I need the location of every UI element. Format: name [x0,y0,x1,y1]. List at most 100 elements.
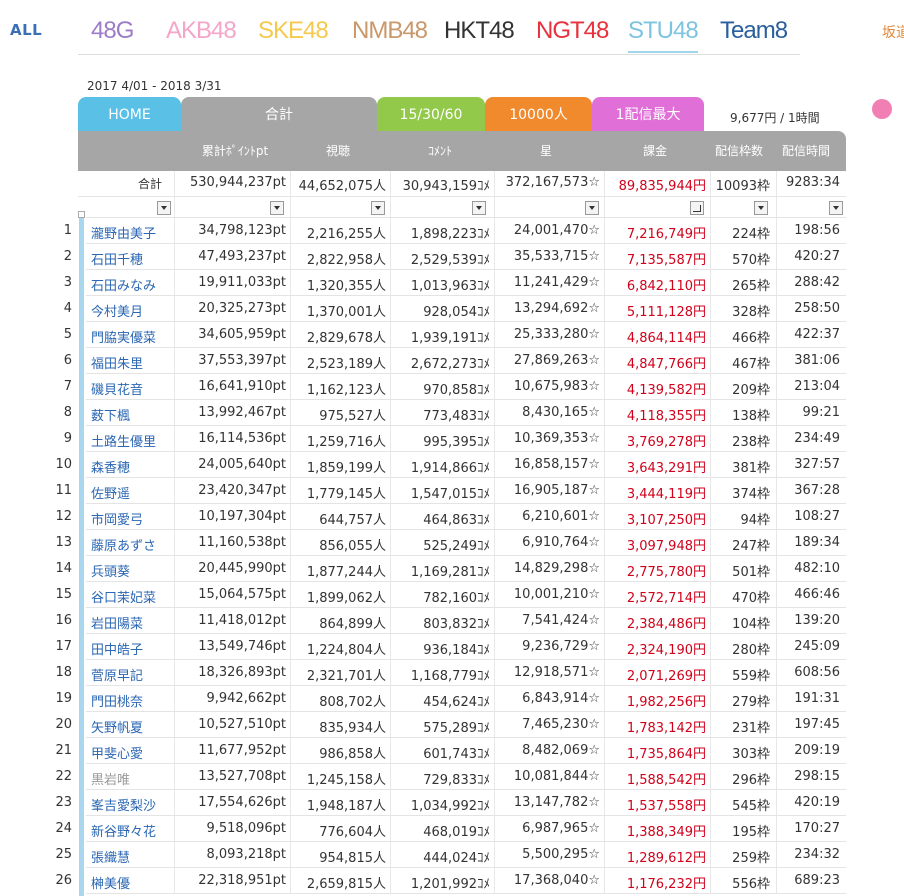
member-name-link[interactable]: 瀧野由美子 [91,227,157,242]
cell-time: 367:28 [794,483,840,498]
group-tab-akb48[interactable]: AKB48 [166,17,237,44]
cell-time: 466:46 [794,587,840,602]
cell-points: 13,992,467pt [198,405,286,420]
member-name-link[interactable]: 菅原早記 [91,669,144,684]
table-row: 1 瀧野由美子 34,798,123pt 2,216,255人 1,898,223ｺﾒ 2… [0,218,904,244]
member-name-link[interactable]: 藤原あずさ [91,539,157,554]
column-divider [390,504,391,530]
group-tab-nmb48[interactable]: NMB48 [352,17,428,44]
column-divider [776,374,777,400]
member-name-link[interactable]: 今村美月 [91,305,144,320]
member-name-link[interactable]: 薮下楓 [91,409,131,424]
member-name-link[interactable]: 佐野遥 [91,487,131,502]
cell-time: 213:04 [794,379,840,394]
member-name-link[interactable]: 門脇実優菜 [91,331,157,346]
member-name-link[interactable]: 兵頭葵 [91,565,131,580]
column-divider [776,764,777,790]
group-tab-team8[interactable]: Team8 [720,17,788,44]
tab-10000[interactable]: 10000人 [485,97,592,131]
member-name-link[interactable]: 石田千穂 [91,253,144,268]
cell-billing: 3,097,948円 [626,539,706,554]
total-views: 44,652,075人 [298,179,386,194]
tab-total[interactable]: 合計 [181,97,377,131]
cell-views: 1,370,001人 [306,305,386,320]
rank-number: 11 [55,483,72,498]
member-name-link[interactable]: 峯吉愛梨沙 [91,799,157,814]
selection-stripe [79,218,84,896]
member-name-link[interactable]: 市岡愛弓 [91,513,144,528]
all-link[interactable]: ALL [10,21,43,39]
row-divider [86,295,846,296]
tab-max[interactable]: 1配信最大 [592,97,704,131]
cell-views: 975,527人 [319,409,386,424]
cell-slots: 296枠 [732,773,770,788]
row-divider [86,841,846,842]
cell-billing: 1,289,612円 [626,851,706,866]
member-name-link[interactable]: 張織慧 [91,851,131,866]
member-name-link[interactable]: 矢野帆夏 [91,721,144,736]
expand-icon[interactable] [78,211,85,218]
column-header-time[interactable]: 配信時間 [781,144,830,158]
column-divider [776,738,777,764]
group-tab-stu48[interactable]: STU48 [628,17,699,53]
cell-billing: 2,572,714円 [626,591,706,606]
filter-dropdown-name[interactable] [157,201,171,215]
row-divider [86,529,846,530]
member-name-link[interactable]: 石田みなみ [91,279,157,294]
filter-dropdown-views[interactable] [371,201,385,215]
column-header-slots[interactable]: 配信枠数 [714,144,763,158]
table-row: 9 土路生優里 16,114,536pt 1,259,716人 995,395ｺﾒ 10,… [0,426,904,452]
column-divider [710,296,711,322]
column-header-comments[interactable]: ｺﾒﾝﾄ [427,144,452,158]
column-divider [174,374,175,400]
member-name-link[interactable]: 黒岩唯 [91,773,131,788]
member-name-link[interactable]: 福田朱里 [91,357,144,372]
column-header-points[interactable]: 累計ﾎﾟｲﾝﾄpt [201,144,269,158]
member-name-link[interactable]: 榊美優 [91,877,131,892]
column-divider [776,686,777,712]
group-tab-ske48[interactable]: SKE48 [258,17,329,44]
cell-comments: 782,160ｺﾒ [423,591,490,606]
member-name-link[interactable]: 谷口茉妃菜 [91,591,157,606]
member-name-link[interactable]: 甲斐心愛 [91,747,144,762]
row-divider [86,477,846,478]
column-divider [390,842,391,868]
table-row: 5 門脇実優菜 34,605,959pt 2,829,678人 1,939,191ｺﾒ 2… [0,322,904,348]
filter-dropdown-points[interactable] [270,201,284,215]
column-divider [390,374,391,400]
column-header-stars[interactable]: 星 [539,144,552,158]
column-divider [776,582,777,608]
table-row: 12 市岡愛弓 10,197,304pt 644,757人 464,863ｺﾒ 6,210… [0,504,904,530]
member-name-link[interactable]: 新谷野々花 [91,825,157,840]
cell-stars: 12,918,571☆ [513,665,600,680]
member-name-link[interactable]: 岩田陽菜 [91,617,144,632]
column-header-views[interactable]: 視聴 [325,144,350,158]
filter-dropdown-time[interactable] [829,201,843,215]
column-header-billing[interactable]: 課金 [642,144,667,158]
group-tab-48g[interactable]: 48G [91,17,134,44]
row-divider [86,789,846,790]
table-row: 22 黒岩唯 13,527,708pt 1,245,158人 729,833ｺﾒ 10,0… [0,764,904,790]
tab-15-30-60[interactable]: 15/30/60 [377,97,485,131]
filter-dropdown-slots[interactable] [754,201,768,215]
column-divider [174,348,175,374]
filter-dropdown-stars[interactable] [585,201,599,215]
member-name-link[interactable]: 門田桃奈 [91,695,144,710]
sakamichi-link[interactable]: 坂道 [882,25,904,41]
group-tab-hkt48[interactable]: HKT48 [444,17,515,44]
column-divider [710,452,711,478]
column-divider [710,868,711,894]
member-name-link[interactable]: 田中皓子 [91,643,144,658]
member-name-link[interactable]: 磯貝花音 [91,383,144,398]
tab-home[interactable]: HOME [78,97,181,131]
cell-views: 986,858人 [319,747,386,762]
row-divider [86,321,846,322]
member-name-link[interactable]: 森香穂 [91,461,131,476]
group-tab-ngt48[interactable]: NGT48 [536,17,609,44]
cell-points: 13,549,746pt [198,639,286,654]
filter-dropdown-billing[interactable] [690,201,704,215]
member-name-link[interactable]: 土路生優里 [91,435,157,450]
column-divider [494,322,495,348]
filter-dropdown-comments[interactable] [472,201,486,215]
cell-time: 108:27 [794,509,840,524]
